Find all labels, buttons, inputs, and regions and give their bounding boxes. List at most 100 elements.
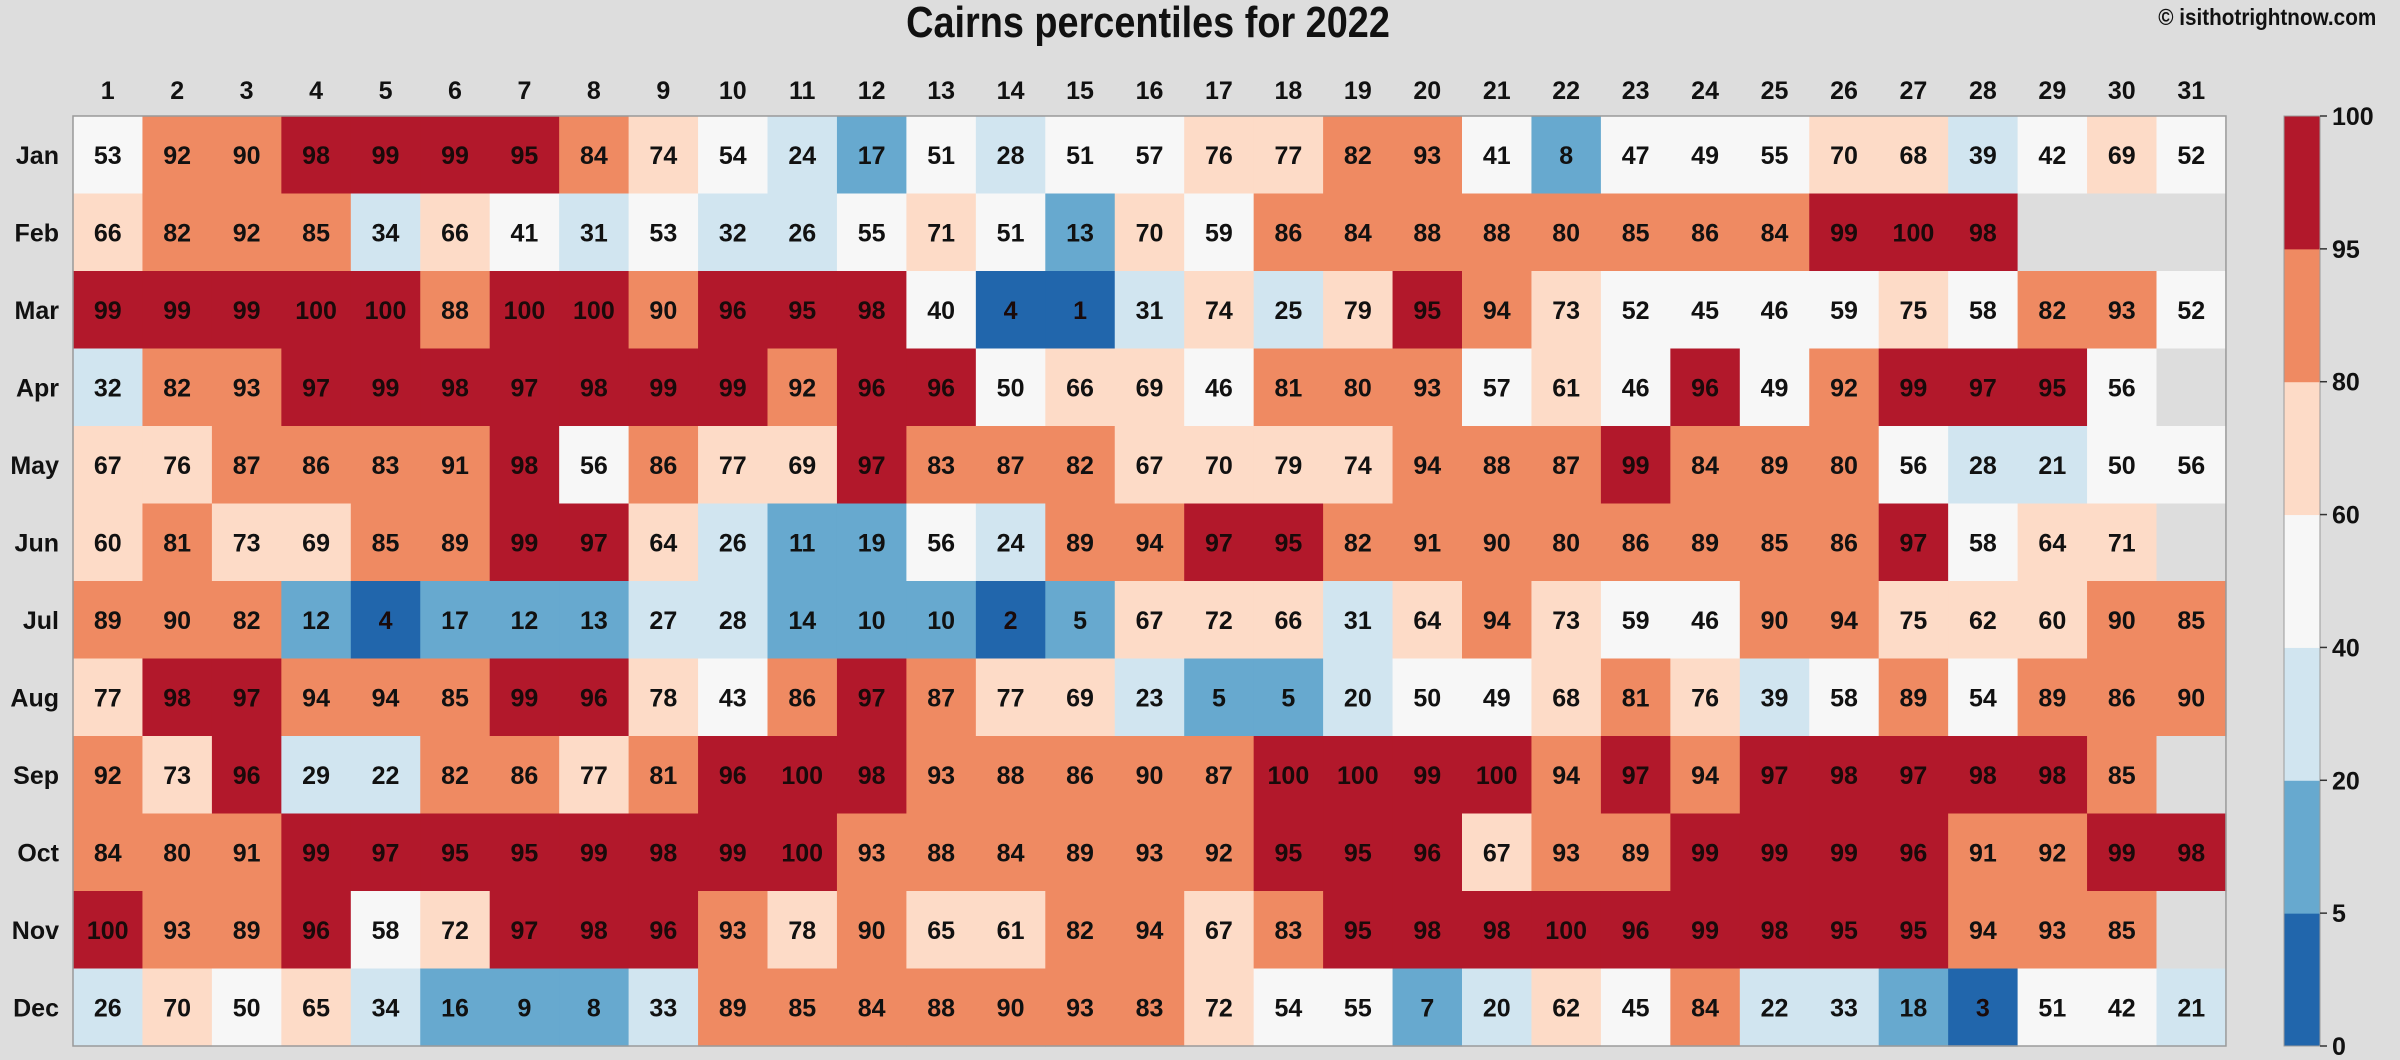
cell-value-label: 94 bbox=[1552, 762, 1580, 790]
heatmap-cell bbox=[559, 968, 630, 1047]
heatmap-cell bbox=[281, 813, 352, 892]
cell-value-label: 98 bbox=[2038, 762, 2066, 790]
cell-value-label: 79 bbox=[1274, 452, 1302, 480]
x-tick-label: 10 bbox=[719, 77, 747, 105]
cell-value-label: 87 bbox=[1552, 452, 1580, 480]
cell-value-label: 97 bbox=[372, 839, 400, 867]
cell-value-label: 26 bbox=[719, 529, 747, 557]
heatmap-cell bbox=[767, 116, 838, 195]
cell-value-label: 66 bbox=[1274, 607, 1302, 635]
heatmap-cell bbox=[1670, 736, 1741, 815]
cell-value-label: 90 bbox=[1483, 529, 1511, 557]
cell-value-label: 9 bbox=[517, 994, 531, 1022]
heatmap-cell bbox=[1600, 736, 1671, 815]
heatmap-cell bbox=[1809, 658, 1880, 737]
heatmap-cell bbox=[281, 968, 352, 1047]
cell-value-label: 100 bbox=[1893, 219, 1935, 247]
heatmap-cell bbox=[1739, 426, 1810, 505]
heatmap-cell bbox=[2156, 116, 2227, 195]
cell-value-label: 98 bbox=[1969, 762, 1997, 790]
heatmap-cell bbox=[420, 968, 491, 1047]
y-tick-label: Sep bbox=[13, 762, 59, 790]
heatmap-cell bbox=[1670, 503, 1741, 582]
cell-value-label: 97 bbox=[1900, 762, 1928, 790]
cell-value-label: 84 bbox=[1344, 219, 1372, 247]
heatmap-cell bbox=[698, 968, 769, 1047]
cell-value-label: 100 bbox=[781, 762, 823, 790]
heatmap-cell bbox=[211, 736, 282, 815]
x-tick-label: 9 bbox=[656, 77, 670, 105]
heatmap-cell bbox=[906, 348, 977, 427]
heatmap-cell bbox=[1323, 271, 1394, 350]
cell-value-label: 55 bbox=[1344, 994, 1372, 1022]
heatmap-cell bbox=[559, 426, 630, 505]
heatmap-cell bbox=[420, 813, 491, 892]
cell-value-label: 64 bbox=[649, 529, 677, 557]
cell-value-label: 22 bbox=[372, 762, 400, 790]
heatmap-cell bbox=[906, 658, 977, 737]
cell-value-label: 67 bbox=[1483, 839, 1511, 867]
heatmap-cell bbox=[420, 891, 491, 970]
heatmap-cell bbox=[1323, 116, 1394, 195]
cell-value-label: 59 bbox=[1830, 297, 1858, 325]
heatmap-cell bbox=[1184, 813, 1255, 892]
y-tick-label: Dec bbox=[13, 994, 59, 1022]
heatmap-cell bbox=[281, 271, 352, 350]
cell-value-label: 69 bbox=[2108, 142, 2136, 170]
cell-value-label: 89 bbox=[1900, 684, 1928, 712]
cell-value-label: 89 bbox=[1066, 529, 1094, 557]
cell-value-label: 28 bbox=[997, 142, 1025, 170]
cell-value-label: 68 bbox=[1552, 684, 1580, 712]
heatmap-cell bbox=[1184, 426, 1255, 505]
cell-value-label: 96 bbox=[927, 374, 955, 402]
x-tick-label: 23 bbox=[1622, 77, 1650, 105]
heatmap-cell bbox=[350, 581, 421, 660]
heatmap-cell bbox=[1462, 348, 1533, 427]
cell-value-label: 50 bbox=[1413, 684, 1441, 712]
cell-value-label: 57 bbox=[1136, 142, 1164, 170]
x-tick-label: 5 bbox=[379, 77, 393, 105]
x-tick-label: 22 bbox=[1552, 77, 1580, 105]
cell-value-label: 100 bbox=[1268, 762, 1310, 790]
cell-value-label: 56 bbox=[1900, 452, 1928, 480]
heatmap-cell bbox=[1878, 658, 1949, 737]
heatmap-cell bbox=[73, 891, 144, 970]
cell-value-label: 83 bbox=[927, 452, 955, 480]
heatmap-cell bbox=[559, 736, 630, 815]
heatmap-cell bbox=[1739, 813, 1810, 892]
heatmap-cell bbox=[142, 116, 213, 195]
cell-value-label: 71 bbox=[2108, 529, 2136, 557]
cell-value-label: 90 bbox=[649, 297, 677, 325]
cell-value-label: 57 bbox=[1483, 374, 1511, 402]
cell-value-label: 82 bbox=[233, 607, 261, 635]
cell-value-label: 52 bbox=[2177, 297, 2205, 325]
colorbar bbox=[2283, 115, 2321, 1047]
cell-value-label: 60 bbox=[94, 529, 122, 557]
y-tick-label: Oct bbox=[17, 839, 59, 867]
cell-value-label: 98 bbox=[858, 297, 886, 325]
heatmap-cell bbox=[73, 503, 144, 582]
heatmap-cell bbox=[420, 426, 491, 505]
heatmap-cell bbox=[559, 503, 630, 582]
cell-value-label: 86 bbox=[649, 452, 677, 480]
heatmap-cell bbox=[1809, 891, 1880, 970]
heatmap-cell bbox=[1253, 348, 1324, 427]
cell-value-label: 41 bbox=[1483, 142, 1511, 170]
x-tick-label: 24 bbox=[1691, 77, 1719, 105]
cell-value-label: 26 bbox=[94, 994, 122, 1022]
heatmap-cell bbox=[1670, 116, 1741, 195]
cell-value-label: 93 bbox=[719, 917, 747, 945]
cell-value-label: 93 bbox=[1552, 839, 1580, 867]
heatmap-cell bbox=[1392, 348, 1463, 427]
heatmap-cell bbox=[906, 116, 977, 195]
heatmap-cell bbox=[2087, 891, 2158, 970]
heatmap-cell bbox=[975, 503, 1046, 582]
heatmap-cell bbox=[559, 813, 630, 892]
heatmap-cell bbox=[1670, 581, 1741, 660]
cell-value-label: 99 bbox=[649, 374, 677, 402]
cell-value-label: 85 bbox=[788, 994, 816, 1022]
heatmap-cell bbox=[836, 116, 907, 195]
heatmap-cell bbox=[211, 581, 282, 660]
cell-value-label: 53 bbox=[94, 142, 122, 170]
heatmap-cell bbox=[1948, 426, 2019, 505]
